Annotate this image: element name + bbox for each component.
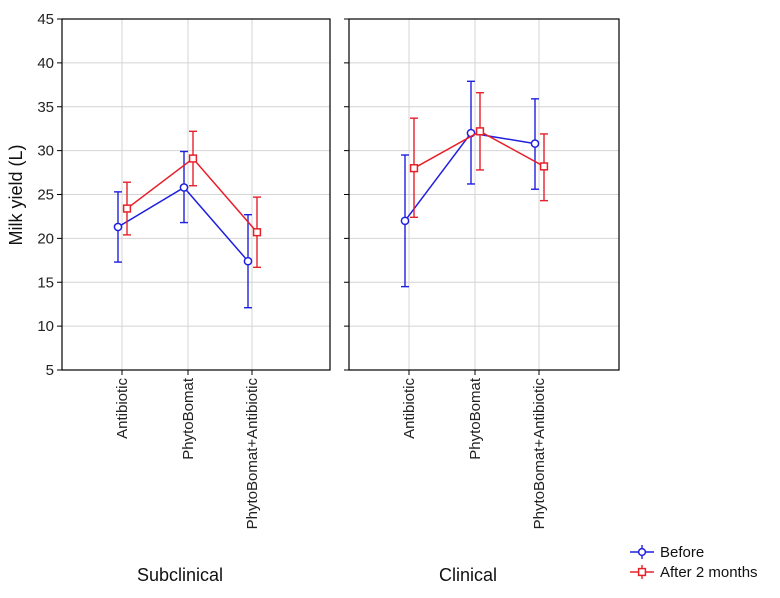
y-tick-label: 35 xyxy=(37,99,54,116)
category-label: Antibiotic xyxy=(114,378,131,439)
series-line xyxy=(413,130,545,169)
chart-panels: 5 10 15 20 25 30 35 40 45 Antibiotic PhytoBomat Phy… xyxy=(37,11,620,585)
category-label: PhytoBomat+Antibiotic xyxy=(531,378,548,530)
data-point xyxy=(530,139,540,148)
category-label: Antibiotic xyxy=(401,378,418,439)
legend-item-after: After 2 months xyxy=(630,564,758,581)
y-tick-label: 20 xyxy=(37,230,54,247)
legend-marker xyxy=(637,567,647,577)
series-line xyxy=(404,132,536,222)
y-tick-label: 30 xyxy=(37,143,54,160)
y-tick-label: 15 xyxy=(37,274,54,291)
data-point xyxy=(409,164,419,173)
data-point xyxy=(179,183,189,192)
panel-title: Clinical xyxy=(439,565,497,585)
panel-title: Subclinical xyxy=(137,565,223,585)
y-tick-label: 25 xyxy=(37,187,54,204)
series-after xyxy=(409,92,549,219)
data-point xyxy=(188,154,198,163)
category-label: PhytoBomat+Antibiotic xyxy=(244,378,261,530)
y-tick-label: 10 xyxy=(37,318,54,335)
panel-subclinical: Antibiotic PhytoBomat PhytoBomat+Antibioti… xyxy=(57,18,331,585)
y-tick-label: 5 xyxy=(46,362,54,379)
legend-item-before: Before xyxy=(630,544,704,561)
series-after xyxy=(122,130,262,269)
data-point xyxy=(539,162,549,171)
series-before xyxy=(113,150,253,309)
legend-label: Before xyxy=(660,544,704,561)
data-point xyxy=(122,204,132,213)
legend-label: After 2 months xyxy=(660,564,758,581)
data-point xyxy=(243,256,253,266)
panel-clinical: Antibiotic PhytoBomat PhytoBomat+Antibioti… xyxy=(344,18,620,585)
series-before xyxy=(400,80,540,288)
category-label: PhytoBomat xyxy=(467,377,484,460)
y-axis-label: Milk yield (L) xyxy=(6,144,26,245)
data-point xyxy=(252,228,262,237)
data-point xyxy=(113,222,123,232)
y-tick-label: 40 xyxy=(37,55,54,72)
y-tick-label: 45 xyxy=(37,11,54,28)
data-point xyxy=(400,216,410,226)
category-label: PhytoBomat xyxy=(180,377,197,460)
legend: Before After 2 months xyxy=(630,544,758,581)
series-line xyxy=(126,157,258,233)
legend-marker xyxy=(637,547,647,557)
data-point xyxy=(475,127,485,136)
